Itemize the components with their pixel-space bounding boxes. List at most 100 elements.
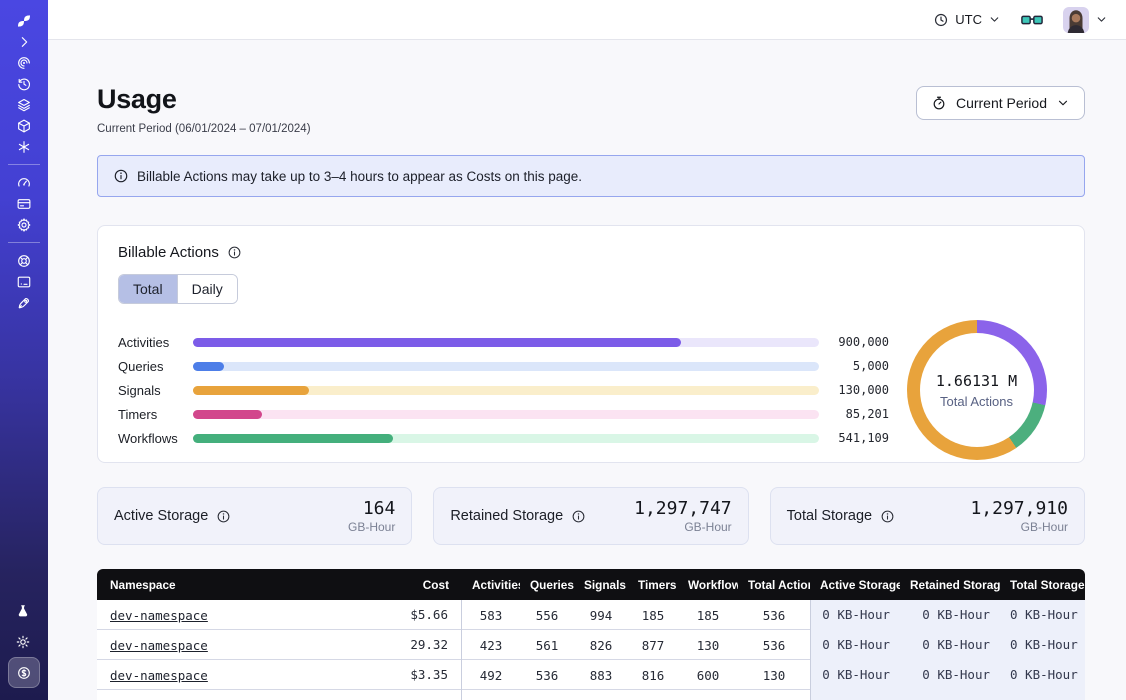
feedback-glasses-icon[interactable] [1021,12,1043,28]
bar-fill [193,338,681,347]
table-cell: 816 [628,668,678,683]
table-cell: 883 [574,668,628,683]
table-cell: 561 [520,638,574,653]
table-cell: 130 [678,638,738,653]
user-menu[interactable] [1063,7,1108,33]
sidebar [0,0,48,700]
table-cell: 0 KB-Hour [810,660,900,690]
bar-value: 130,000 [819,383,889,397]
column-header-queries: Queries [520,578,574,592]
namespace-link[interactable]: dev-namespace [110,638,208,653]
storage-card-unit: GB-Hour [970,520,1068,534]
info-icon[interactable] [216,509,231,524]
billable-actions-tabs: TotalDaily [118,274,238,304]
table-cell: 0 KB-Hour [900,630,1000,660]
bar-label: Queries [118,359,193,374]
namespace-link[interactable]: dev-namespace [110,668,208,683]
table-cell: 185 [628,608,678,623]
storage-summary-row: Active Storage 164 GB-Hour Retained Stor… [97,487,1085,545]
column-header-signals: Signals [574,578,628,592]
sidebar-item-gear[interactable] [9,214,39,235]
sidebar-item-rocket[interactable] [9,292,39,313]
namespace-link[interactable]: dev-namespace [110,608,208,623]
column-header-total-actions: Total Actions [738,578,810,592]
chevron-down-icon [1095,13,1108,26]
bar-track [193,338,819,347]
bar-fill [193,434,393,443]
donut-chart: 1.66131 M Total Actions [907,320,1047,460]
info-icon[interactable] [227,245,242,260]
sidebar-item-gauge[interactable] [9,172,39,193]
clock-icon [933,12,949,28]
sidebar-item-cube[interactable] [9,115,39,136]
table-cell: 0 KB-Hour [900,660,1000,690]
sidebar-item-asterisk[interactable] [9,136,39,157]
table-cell: 0 KB-Hour [1000,660,1085,690]
storage-card-retained-storage: Retained Storage 1,297,747 GB-Hour [433,487,748,545]
table-cell: 583 [462,608,520,623]
donut-total-value: 1.66131 M [936,372,1017,390]
table-cell: 130 [738,668,810,683]
bar-fill [193,410,262,419]
timezone-label: UTC [955,12,982,27]
donut-total-label: Total Actions [940,394,1013,409]
billable-actions-title: Billable Actions [118,244,219,261]
sidebar-item-chevron-right[interactable] [9,31,39,52]
column-header-namespace: Namespace [97,578,357,592]
table-cell: 492 [462,668,520,683]
storage-card-active-storage: Active Storage 164 GB-Hour [97,487,412,545]
period-selector-button[interactable]: Current Period [916,86,1085,120]
bar-label: Timers [118,407,193,422]
bar-row-activities: Activities 900,000 [118,330,889,354]
column-header-timers: Timers [628,578,678,592]
bar-fill [193,362,224,371]
storage-card-value: 164 [348,498,395,519]
sidebar-item-dollar-coin[interactable] [8,657,40,688]
sidebar-item-terminal[interactable] [9,271,39,292]
main-area: UTC Usage Current Per [48,0,1126,700]
table-cell: 423 [462,638,520,653]
bar-row-timers: Timers 85,201 [118,402,889,426]
sidebar-item-history-clock[interactable] [9,73,39,94]
sidebar-divider [8,242,40,243]
info-icon [113,168,129,184]
table-cell: 0 KB-Hour [1000,630,1085,660]
bar-value: 85,201 [819,407,889,421]
stopwatch-icon [931,95,947,111]
billable-actions-card: Billable Actions TotalDaily Activities 9… [97,225,1085,463]
table-cell: 0 KB-Hour [810,600,900,630]
storage-card-label: Total Storage [787,508,872,524]
page-header: Usage Current Period (06/01/2024 – 07/01… [97,84,1085,135]
storage-card-label: Retained Storage [450,508,563,524]
table-cell: 0 KB-Hour [900,600,1000,630]
bar-value: 900,000 [819,335,889,349]
table-cell: 536 [738,608,810,623]
column-header-workflows: Workflows [678,578,738,592]
table-cell: 994 [574,608,628,623]
storage-card-value: 1,297,910 [970,498,1068,519]
bar-row-queries: Queries 5,000 [118,354,889,378]
storage-card-unit: GB-Hour [634,520,732,534]
tab-total[interactable]: Total [119,275,177,303]
sidebar-item-layers[interactable] [9,94,39,115]
sidebar-item-spiral[interactable] [9,52,39,73]
table-header-row: NamespaceCostActivitiesQueriesSignalsTim… [97,569,1085,600]
sidebar-item-credit-card[interactable] [9,193,39,214]
info-banner-text: Billable Actions may take up to 3–4 hour… [137,169,582,184]
sidebar-item-temporal-logo[interactable] [9,10,39,31]
table-cell: 877 [628,638,678,653]
table-cell: 536 [520,668,574,683]
tab-daily[interactable]: Daily [177,275,237,303]
bar-track [193,410,819,419]
storage-card-value: 1,297,747 [634,498,732,519]
sidebar-item-lifebuoy[interactable] [9,250,39,271]
donut-chart-wrap: 1.66131 M Total Actions [889,320,1064,460]
timezone-selector[interactable]: UTC [933,12,1001,28]
namespace-usage-table: NamespaceCostActivitiesQueriesSignalsTim… [97,569,1085,700]
sidebar-item-sun[interactable] [8,626,38,657]
bar-row-workflows: Workflows 541,109 [118,426,889,450]
storage-card-unit: GB-Hour [348,520,395,534]
info-icon[interactable] [880,509,895,524]
info-icon[interactable] [571,509,586,524]
sidebar-item-flask[interactable] [8,595,38,626]
